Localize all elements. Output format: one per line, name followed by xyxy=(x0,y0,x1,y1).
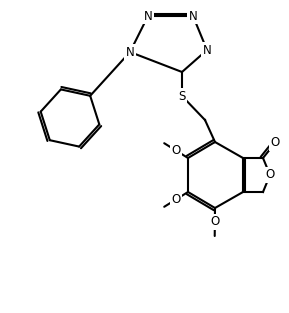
Text: O: O xyxy=(271,136,280,150)
Text: S: S xyxy=(178,90,186,102)
Text: O: O xyxy=(171,193,181,206)
Text: O: O xyxy=(265,168,275,182)
Text: N: N xyxy=(126,45,134,59)
Text: N: N xyxy=(144,9,152,23)
Text: O: O xyxy=(171,144,181,157)
Text: O: O xyxy=(210,215,219,228)
Text: N: N xyxy=(189,9,197,23)
Text: N: N xyxy=(203,44,211,57)
